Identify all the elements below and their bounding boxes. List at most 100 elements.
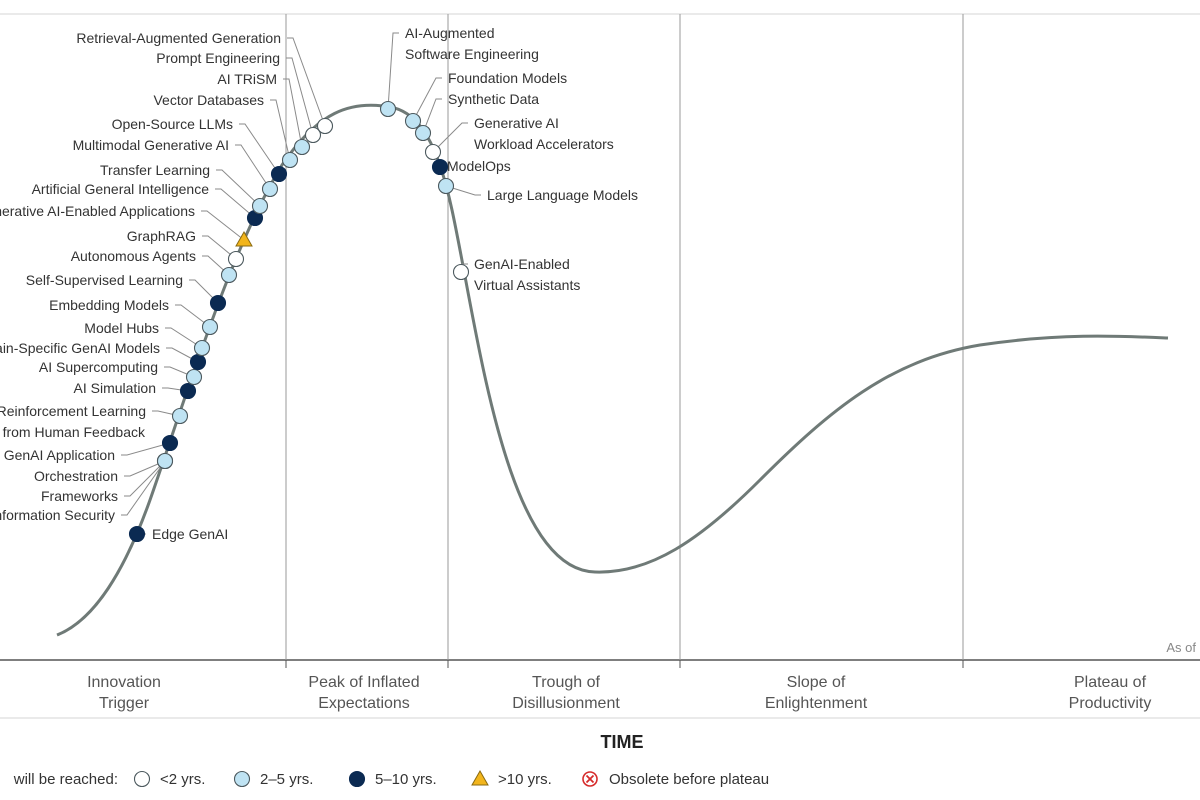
- phase-slope-label: Enlightenment: [765, 695, 868, 712]
- synthetic-data-label: Synthetic Data: [448, 91, 539, 107]
- graphrag-marker: [227, 250, 245, 268]
- ai-trism-marker: [293, 138, 311, 156]
- ai-augmented-software-engineering-marker: [379, 100, 397, 118]
- self-supervised-learning-marker: [209, 294, 227, 312]
- frameworks-leader: [124, 460, 166, 497]
- model-hubs-leader: [165, 327, 203, 349]
- phase-trough-label: Trough of: [532, 674, 600, 691]
- prompt-engineering-leader: [286, 57, 314, 136]
- legend-prefix: will be reached:: [13, 771, 118, 788]
- generative-ai-enabled-applications-marker: [235, 230, 253, 247]
- embedding-models-marker: [201, 318, 219, 336]
- ai-supercomputing-marker: [185, 368, 203, 386]
- multimodal-generative-ai-leader: [235, 144, 271, 190]
- large-language-models-leader: [445, 185, 481, 196]
- open-source-llms-marker: [270, 165, 288, 183]
- generative-ai-workload-accelerators-marker: [424, 143, 442, 161]
- ai-simulation-marker: [179, 382, 197, 400]
- open-source-llms-label: Open-Source LLMs: [112, 116, 233, 132]
- transfer-learning-leader: [216, 169, 261, 207]
- large-language-models-label: Large Language Models: [487, 187, 638, 203]
- phase-slope-label: Slope of: [787, 674, 846, 691]
- legend-2to5-label: 2–5 yrs.: [260, 771, 313, 788]
- technology-markers: [128, 100, 470, 543]
- frameworks-label: Frameworks: [41, 488, 118, 504]
- phase-innovation-trigger-label: Innovation: [87, 674, 161, 691]
- vector-databases-marker: [281, 151, 299, 169]
- legend-obsolete-marker: [582, 771, 598, 787]
- autonomous-agents-label: Autonomous Agents: [71, 248, 196, 264]
- genai-enabled-virtual-assistants-label-line2: Virtual Assistants: [474, 277, 580, 293]
- model-hubs-label: Model Hubs: [84, 320, 159, 336]
- legend: will be reached: <2 yrs. 2–5 yrs. 5–10 yrs.…: [13, 769, 769, 788]
- genai-application-label: GenAI Application: [4, 447, 115, 463]
- ai-supercomputing-label: AI Supercomputing: [39, 359, 158, 375]
- domain-specific-genai-models-label: Domain-Specific GenAI Models: [0, 340, 160, 356]
- synthetic-data-marker: [414, 124, 432, 142]
- self-supervised-learning-leader: [189, 279, 219, 304]
- ai-augmented-software-engineering-label-line2: Software Engineering: [405, 46, 539, 62]
- ai-trism-label: AI TRiSM: [217, 71, 277, 87]
- modelops-label: ModelOps: [447, 158, 511, 174]
- retrieval-augmented-generation-marker: [316, 117, 334, 135]
- foundation-models-marker: [404, 112, 422, 130]
- retrieval-augmented-generation-leader: [287, 37, 326, 127]
- legend-gt10-marker: [471, 769, 489, 786]
- ai-trism-leader: [283, 78, 303, 148]
- genai-application-marker: [161, 434, 179, 452]
- multimodal-generative-ai-label: Multimodal Generative AI: [73, 137, 229, 153]
- prompt-engineering-label: Prompt Engineering: [156, 50, 280, 66]
- modelops-marker: [431, 158, 449, 176]
- generative-ai-workload-accelerators-leader: [432, 122, 468, 153]
- autonomous-agents-marker: [220, 266, 238, 284]
- legend-gt10-label: >10 yrs.: [498, 771, 552, 788]
- genai-enabled-virtual-assistants-label: GenAI-Enabled: [474, 256, 570, 272]
- embedding-models-label: Embedding Models: [49, 297, 169, 313]
- foundation-models-leader: [412, 77, 442, 122]
- generative-ai-workload-accelerators-label-line2: Workload Accelerators: [474, 136, 614, 152]
- transfer-learning-label: Transfer Learning: [100, 162, 210, 178]
- phase-labels: Innovation Trigger Peak of Inflated Expecta…: [87, 674, 1151, 712]
- graphrag-label: GraphRAG: [127, 228, 196, 244]
- orchestration-marker: [156, 452, 174, 470]
- legend-2to5-marker: [233, 770, 251, 788]
- legend-obsolete-label: Obsolete before plateau: [609, 771, 769, 788]
- artificial-general-intelligence-label: Artificial General Intelligence: [32, 181, 210, 197]
- as-of-label: As of: [1166, 640, 1196, 655]
- generative-ai-enabled-applications-label: Generative AI-Enabled Applications: [0, 203, 195, 219]
- retrieval-augmented-generation-label: Retrieval-Augmented Generation: [76, 30, 281, 46]
- open-source-llms-leader: [239, 123, 280, 175]
- vector-databases-label: Vector Databases: [153, 92, 264, 108]
- large-language-models-marker: [437, 177, 455, 195]
- phase-peak-label: Expectations: [318, 695, 410, 712]
- generative-ai-enabled-applications-leader: [201, 210, 245, 241]
- prompt-engineering-marker: [304, 126, 322, 144]
- graphrag-leader: [202, 235, 237, 260]
- phase-trough-label: Disillusionment: [512, 695, 620, 712]
- legend-5to10-label: 5–10 yrs.: [375, 771, 437, 788]
- foundation-models-label: Foundation Models: [448, 70, 567, 86]
- leader-lines: [121, 32, 481, 535]
- information-security-label: Information Security: [0, 507, 115, 523]
- hype-curve: [56, 103, 1169, 637]
- ai-supercomputing-leader: [164, 366, 195, 378]
- model-hubs-marker: [193, 339, 211, 357]
- phase-peak-label: Peak of Inflated: [308, 674, 419, 691]
- self-supervised-learning-label: Self-Supervised Learning: [26, 272, 183, 288]
- ai-augmented-software-engineering-leader: [387, 32, 399, 110]
- legend-lt2-label: <2 yrs.: [160, 771, 205, 788]
- reinforcement-learning-from-human-feedback-label: Reinforcement Learning: [0, 403, 146, 419]
- legend-5to10-marker: [348, 770, 366, 788]
- reinforcement-learning-from-human-feedback-marker: [171, 407, 189, 425]
- phase-plateau-label: Productivity: [1069, 695, 1152, 712]
- information-security-leader: [121, 460, 166, 516]
- edge-genai-label: Edge GenAI: [152, 526, 228, 542]
- reinforcement-learning-from-human-feedback-label-line2: from Human Feedback: [3, 424, 146, 440]
- generative-ai-workload-accelerators-label: Generative AI: [474, 115, 559, 131]
- synthetic-data-leader: [422, 98, 442, 134]
- autonomous-agents-leader: [202, 255, 230, 276]
- phase-plateau-label: Plateau of: [1074, 674, 1147, 691]
- genai-application-leader: [121, 442, 171, 456]
- domain-specific-genai-models-marker: [189, 353, 207, 371]
